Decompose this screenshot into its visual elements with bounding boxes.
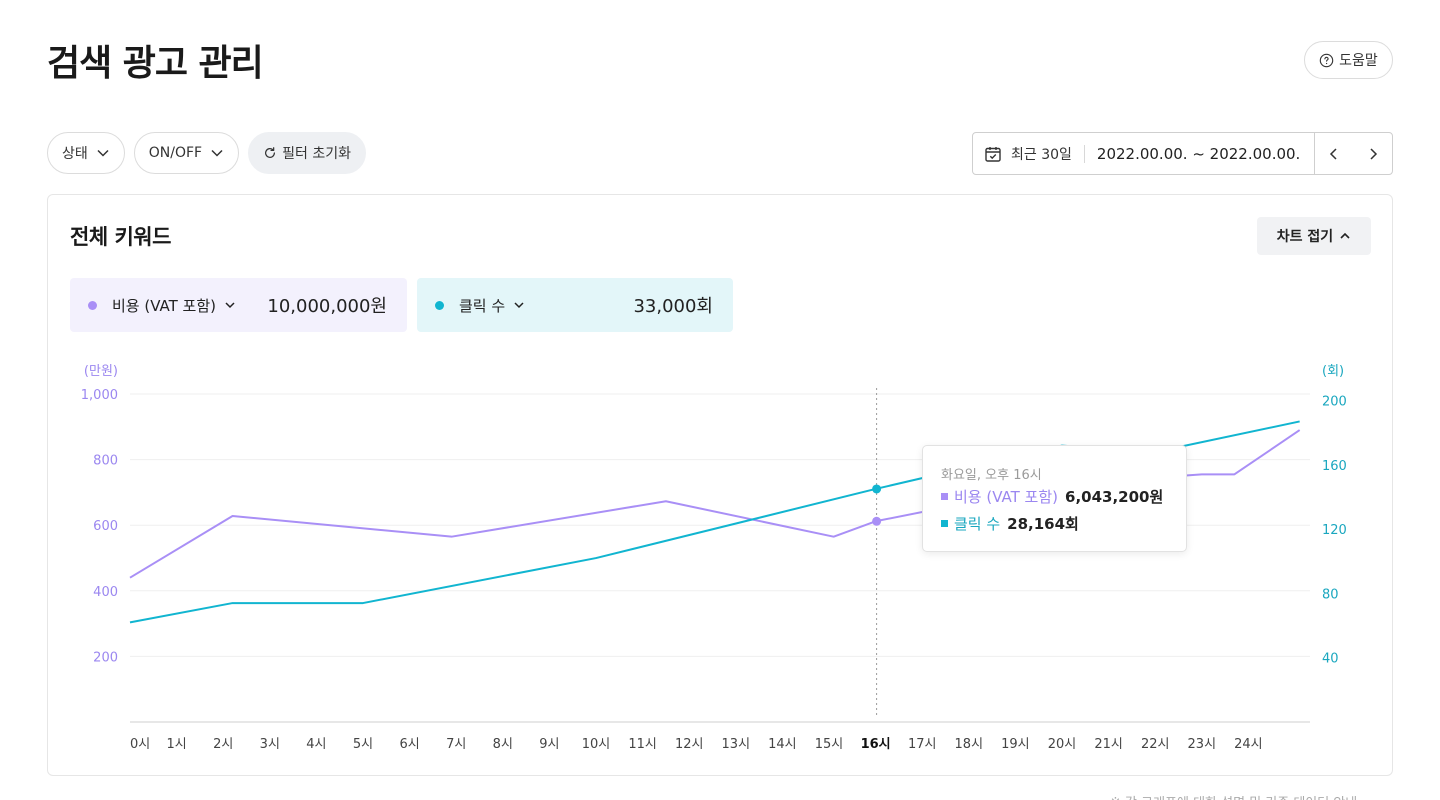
chevron-down-icon: [225, 302, 235, 309]
date-preset-label: 최근 30일: [1011, 146, 1072, 163]
question-circle-icon: [1319, 53, 1334, 67]
tooltip-cost-value: 6,043,200원: [1065, 488, 1164, 506]
y-left-tick-label: 200: [93, 650, 118, 665]
date-range-picker[interactable]: 최근 30일 2022.00.00. ~ 2022.00.00.: [972, 132, 1393, 175]
chart-collapse-label: 차트 접기: [1276, 229, 1334, 245]
help-label: 도움말: [1339, 53, 1378, 69]
x-tick-label: 3시: [260, 737, 280, 752]
y-right-tick-label: 200: [1322, 395, 1347, 410]
y-left-tick-label: 400: [93, 585, 118, 600]
filter-reset-button[interactable]: 필터 초기화: [248, 132, 366, 174]
y-right-tick-label: 120: [1322, 523, 1347, 538]
y-right-tick-label: 40: [1322, 652, 1339, 667]
cost-series-dot: [88, 300, 97, 310]
x-tick-label: 20시: [1048, 737, 1077, 752]
cost-legend-square: [941, 493, 948, 500]
y-left-tick-label: 800: [93, 454, 118, 469]
x-tick-label: 24시: [1234, 737, 1263, 752]
x-tick-label: 7시: [446, 737, 466, 752]
chevron-left-icon: [1329, 147, 1337, 160]
chevron-right-icon: [1369, 147, 1377, 160]
date-divider: [1083, 144, 1085, 163]
filter-row: 상태 ON/OFF 필터 초기화: [47, 132, 366, 174]
filter-reset-label: 필터 초기화: [282, 146, 351, 162]
metric-cost-selector[interactable]: 비용 (VAT 포함) 10,000,000원: [70, 278, 407, 332]
x-tick-label: 14시: [768, 737, 797, 752]
click-hover-point: [872, 484, 882, 494]
x-tick-label: 16시: [861, 737, 891, 752]
chevron-down-icon: [97, 149, 109, 157]
y-right-unit-label: (회): [1322, 364, 1344, 379]
card-title: 전체 키워드: [70, 225, 171, 249]
click-series-dot: [435, 300, 444, 310]
onoff-filter-dropdown[interactable]: ON/OFF: [133, 132, 240, 174]
y-right-tick-label: 160: [1322, 459, 1347, 474]
x-tick-label: 8시: [493, 737, 513, 752]
metric-click-value: 33,000회: [633, 296, 713, 317]
chart-collapse-button[interactable]: 차트 접기: [1257, 217, 1371, 255]
x-tick-label: 5시: [353, 737, 373, 752]
date-next-button[interactable]: [1353, 133, 1392, 174]
status-filter-label: 상태: [62, 146, 88, 162]
refresh-icon: [265, 147, 276, 158]
x-tick-label: 0시: [130, 737, 150, 752]
chevron-down-icon: [211, 149, 223, 157]
x-tick-label: 22시: [1141, 737, 1170, 752]
metric-cost-value: 10,000,000원: [267, 296, 387, 317]
date-range-text: 2022.00.00. ~ 2022.00.00.: [1096, 144, 1301, 163]
tooltip-click-value: 28,164회: [1007, 515, 1079, 533]
metric-click-label: 클릭 수: [459, 296, 506, 315]
cost-hover-point: [872, 516, 882, 526]
x-tick-label: 1시: [166, 737, 186, 752]
onoff-filter-label: ON/OFF: [148, 145, 203, 161]
page-title: 검색 광고 관리: [47, 43, 264, 84]
x-tick-label: 21시: [1094, 737, 1123, 752]
y-right-tick-label: 80: [1322, 587, 1339, 602]
click-legend-square: [941, 520, 948, 527]
metric-cost-label: 비용 (VAT 포함): [112, 296, 217, 315]
help-button[interactable]: 도움말: [1304, 41, 1393, 79]
x-tick-label: 19시: [1001, 737, 1030, 752]
tooltip-cost-label: 비용 (VAT 포함): [954, 488, 1059, 506]
tooltip-row-click: 클릭 수 28,164회: [941, 513, 1079, 534]
x-tick-label: 4시: [306, 737, 326, 752]
x-tick-label: 13시: [722, 737, 751, 752]
cost-series-line: [129, 429, 1301, 579]
x-tick-label: 10시: [582, 737, 611, 752]
x-tick-label: 17시: [908, 737, 937, 752]
metric-click-selector[interactable]: 클릭 수 33,000회: [417, 278, 733, 332]
chevron-up-icon: [1340, 232, 1350, 239]
tooltip-time: 화요일, 오후 16시: [941, 468, 1042, 483]
chart-tooltip: 화요일, 오후 16시 비용 (VAT 포함) 6,043,200원 클릭 수 …: [922, 445, 1187, 552]
x-tick-label: 6시: [399, 737, 419, 752]
x-tick-label: 15시: [815, 737, 844, 752]
x-tick-label: 9시: [539, 737, 559, 752]
x-tick-label: 11시: [628, 737, 657, 752]
chevron-down-icon: [514, 302, 524, 309]
tooltip-click-label: 클릭 수: [954, 515, 1001, 533]
footnote: ※ 각 그래프에 대한 설명 및 기준 데이터 안내: [1110, 792, 1357, 800]
y-left-tick-label: 1,000: [81, 388, 118, 403]
x-tick-label: 23시: [1188, 737, 1217, 752]
tooltip-row-cost: 비용 (VAT 포함) 6,043,200원: [941, 486, 1163, 507]
date-prev-button[interactable]: [1314, 133, 1353, 174]
x-tick-label: 18시: [955, 737, 984, 752]
x-tick-label: 2시: [213, 737, 233, 752]
x-tick-label: 12시: [675, 737, 704, 752]
calendar-check-icon: [985, 146, 1001, 162]
y-left-unit-label: (만원): [84, 364, 118, 379]
status-filter-dropdown[interactable]: 상태: [47, 132, 125, 174]
y-left-tick-label: 600: [93, 519, 118, 534]
